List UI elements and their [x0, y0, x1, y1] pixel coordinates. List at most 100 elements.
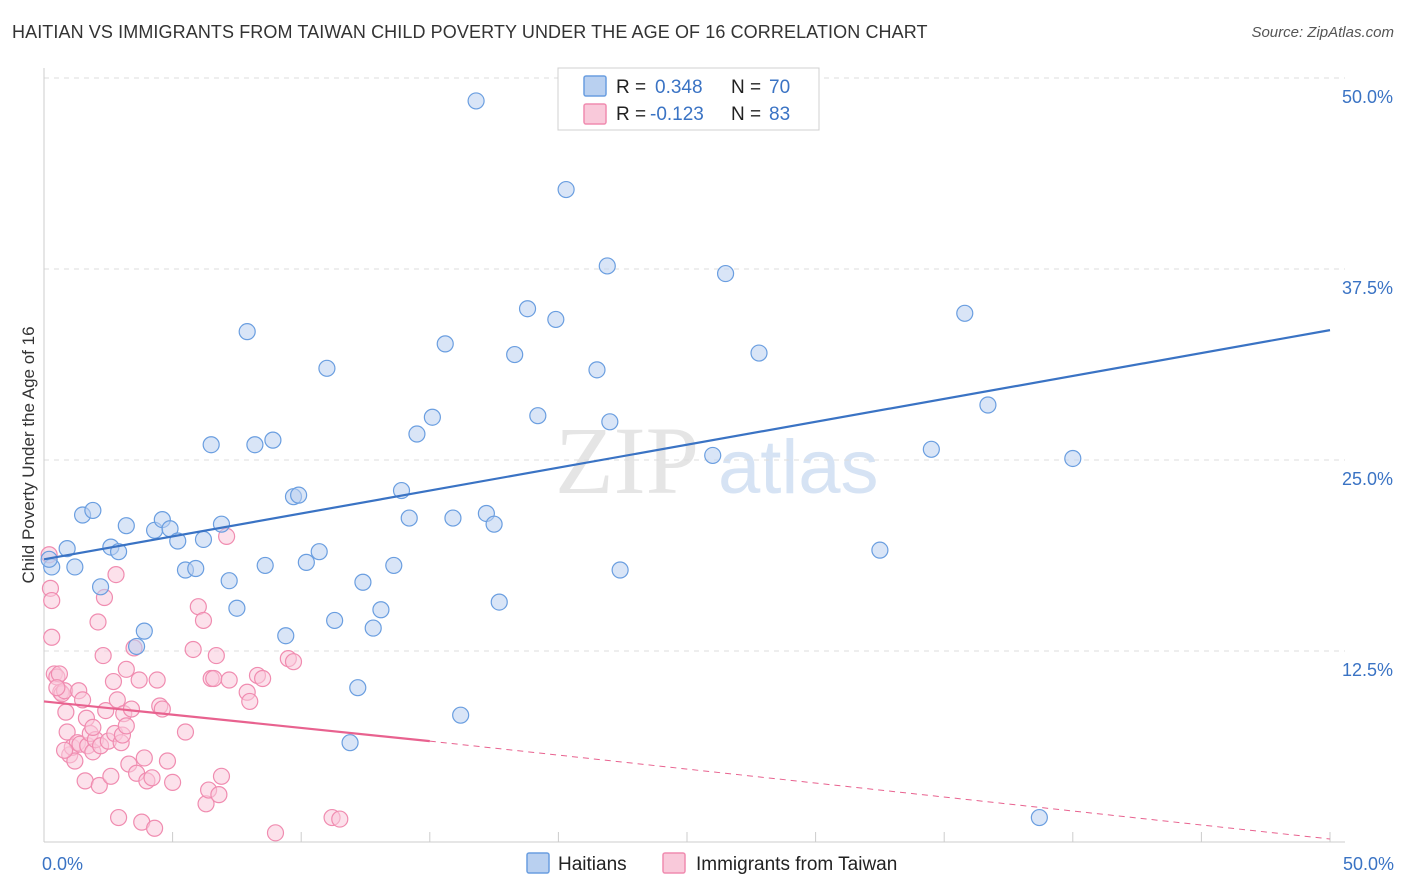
haitian-point-44	[444, 509, 462, 527]
taiwan-point-80	[84, 718, 102, 737]
series-taiwan-points	[40, 527, 349, 842]
taiwan-point-28	[94, 646, 112, 665]
taiwan-point-81	[117, 660, 135, 678]
haitian-point-61	[750, 344, 768, 362]
haitian-point-4	[84, 501, 102, 520]
bottom-legend-swatch-taiwan	[662, 852, 686, 874]
haitian-point-24	[256, 556, 274, 575]
haitian-point-66	[979, 396, 997, 414]
haitian-point-18	[202, 436, 220, 454]
haitian-point-33	[341, 734, 359, 752]
taiwan-point-2	[43, 591, 61, 610]
taiwan-point-71	[241, 692, 259, 711]
bottom-legend-label-taiwan: Immigrants from Taiwan	[696, 854, 897, 875]
haitian-point-50	[506, 345, 524, 364]
legend-swatch-haitians	[583, 75, 607, 97]
haitian-point-30	[310, 543, 328, 561]
taiwan-point-10	[57, 703, 75, 721]
taiwan-point-58	[184, 640, 202, 659]
haitian-point-43	[436, 335, 454, 353]
haitian-point-34	[349, 679, 367, 697]
taiwan-point-64	[205, 669, 223, 688]
taiwan-point-33	[104, 672, 123, 691]
haitian-point-67	[1030, 808, 1048, 827]
stats-legend: R = 0.348 N = 70 R = -0.123 N = 83	[557, 67, 820, 131]
haitian-point-38	[385, 556, 403, 575]
taiwan-point-79	[48, 679, 66, 697]
taiwan-point-67	[212, 767, 231, 785]
taiwan-point-11	[58, 723, 76, 741]
y-tick-label-12-5: 12.5%	[1342, 660, 1393, 680]
y-tick-label-25: 25.0%	[1342, 469, 1393, 489]
y-tick-label-50: 50.0%	[1342, 87, 1393, 107]
haitian-point-41	[408, 425, 426, 443]
legend-n-label-taiwan: N =	[731, 104, 761, 125]
haitian-point-1	[58, 540, 76, 558]
taiwan-point-50	[143, 769, 161, 787]
series-legend: Haitians Immigrants from Taiwan	[526, 852, 897, 875]
haitian-point-48	[485, 515, 503, 533]
haitian-point-45	[452, 706, 470, 724]
taiwan-point-69	[220, 671, 238, 689]
taiwan-point-25	[89, 613, 107, 631]
haitian-point-35	[354, 573, 372, 591]
haitian-point-8	[117, 517, 135, 535]
y-tick-label-37-5: 37.5%	[1342, 278, 1393, 298]
haitian-point-26	[277, 627, 295, 645]
haitian-point-60	[716, 264, 735, 283]
haitian-point-46	[467, 92, 485, 110]
haitian-point-23	[246, 436, 264, 454]
haitian-point-68	[1064, 449, 1082, 468]
trend-line-haitians	[43, 329, 1331, 561]
haitian-point-42	[423, 408, 441, 426]
taiwan-point-82	[55, 741, 74, 759]
haitian-point-29	[297, 553, 315, 571]
watermark-atlas: atlas	[718, 425, 879, 510]
haitian-point-58	[611, 561, 629, 579]
y-tick-labels: 12.5% 25.0% 37.5% 50.0%	[1342, 87, 1393, 680]
taiwan-point-52	[148, 671, 166, 689]
bottom-legend-swatch-haitians	[526, 852, 550, 874]
taiwan-point-32	[102, 767, 120, 785]
haitian-point-22	[238, 323, 256, 341]
haitian-point-52	[529, 407, 547, 425]
haitian-point-55	[588, 361, 606, 379]
haitian-point-21	[228, 599, 246, 617]
haitian-point-16	[187, 559, 205, 578]
x-tick-marks	[172, 832, 1331, 842]
x-tick-label-0: 0.0%	[42, 854, 83, 874]
haitian-point-32	[326, 611, 344, 630]
legend-swatch-taiwan	[583, 103, 607, 125]
haitian-point-31	[318, 359, 336, 377]
haitian-point-37	[372, 601, 390, 619]
haitian-point-63	[871, 541, 889, 559]
haitian-point-10	[135, 622, 153, 640]
taiwan-point-19	[76, 772, 94, 790]
taiwan-point-76	[284, 653, 303, 671]
haitian-point-36	[364, 619, 382, 637]
taiwan-point-57	[176, 723, 195, 741]
haitian-point-20	[220, 572, 238, 590]
taiwan-point-35	[107, 565, 125, 584]
haitian-point-65	[956, 304, 974, 322]
legend-n-label-haitians: N =	[731, 77, 761, 98]
haitian-point-59	[704, 446, 722, 465]
haitian-point-49	[490, 593, 508, 611]
haitian-point-5	[91, 578, 110, 596]
haitian-point-54	[557, 180, 575, 199]
taiwan-point-65	[207, 646, 225, 665]
legend-r-value-taiwan: -0.123	[650, 104, 704, 125]
haitian-point-28	[290, 486, 308, 504]
trend-line-taiwan	[43, 700, 430, 743]
source-label: Source: ZipAtlas.com	[1251, 24, 1394, 41]
taiwan-point-73	[254, 669, 272, 688]
legend-r-value-haitians: 0.348	[655, 77, 703, 98]
taiwan-point-3	[43, 628, 61, 646]
taiwan-point-51	[145, 819, 164, 837]
taiwan-point-41	[117, 717, 135, 735]
taiwan-point-66	[210, 786, 228, 804]
haitian-point-51	[518, 300, 537, 318]
haitian-point-53	[547, 310, 565, 329]
series-haitians-points	[40, 92, 1082, 827]
haitian-point-17	[194, 530, 213, 549]
